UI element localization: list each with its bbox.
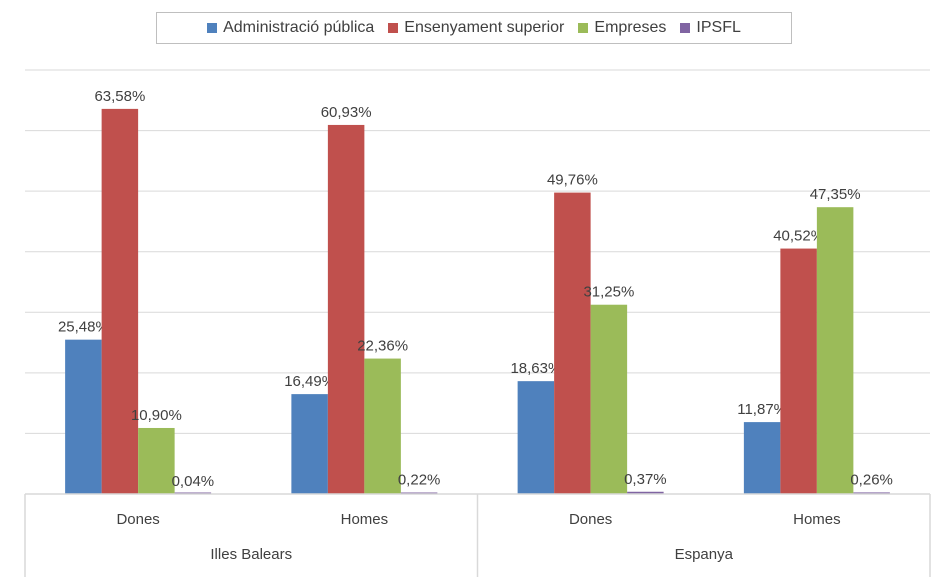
data-label: 18,63% [510, 360, 561, 377]
group-label: Illes Balears [210, 546, 292, 563]
legend-item-administracio: Administració pública [207, 19, 374, 37]
legend-swatch [680, 23, 691, 33]
legend: Administració pública Ensenyament superi… [156, 12, 792, 44]
legend-item-ipsfl: IPSFL [680, 19, 741, 37]
data-label: 0,37% [624, 471, 667, 488]
bar-2-0 [138, 427, 175, 494]
legend-item-empreses: Empreses [578, 19, 666, 37]
bar-2-1 [364, 358, 401, 494]
data-label: 40,52% [773, 228, 824, 245]
legend-label: Empreses [594, 19, 667, 36]
bar-1-2 [554, 192, 591, 495]
legend-swatch [578, 23, 589, 33]
bar-0-2 [517, 381, 555, 494]
category-label: Homes [793, 511, 841, 528]
data-label: 25,48% [58, 319, 109, 336]
bar-1-1 [327, 124, 365, 494]
bar-1-3 [780, 248, 817, 494]
data-label: 47,35% [810, 186, 861, 203]
bar-3-2 [627, 491, 664, 494]
data-label: 22,36% [357, 338, 408, 355]
bar-1-0 [101, 108, 139, 495]
bar-3-3 [853, 492, 890, 494]
bar-2-2 [590, 304, 628, 494]
group-label: Espanya [675, 546, 734, 563]
data-label: 0,04% [172, 473, 215, 490]
bar-0-0 [65, 339, 102, 494]
data-label: 0,22% [398, 472, 441, 489]
bar-0-3 [743, 422, 781, 494]
data-label: 10,90% [131, 407, 182, 424]
data-label: 60,93% [321, 104, 372, 121]
category-label: Homes [341, 511, 389, 528]
category-label: Dones [569, 511, 612, 528]
legend-swatch [207, 23, 218, 33]
data-label: 0,26% [850, 471, 893, 488]
data-label: 31,25% [583, 284, 634, 301]
bar-2-3 [816, 207, 854, 495]
data-label: 11,87% [737, 401, 787, 418]
data-label: 63,58% [94, 88, 145, 105]
data-label: 16,49% [284, 373, 335, 390]
legend-item-ensenyament: Ensenyament superior [388, 19, 564, 37]
legend-swatch [388, 23, 399, 33]
legend-label: Ensenyament superior [404, 19, 565, 36]
data-label: 49,76% [547, 172, 598, 189]
category-label: Dones [116, 511, 159, 528]
legend-label: Administració pública [223, 19, 375, 36]
legend-label: IPSFL [696, 19, 741, 36]
bar-0-1 [291, 394, 328, 494]
